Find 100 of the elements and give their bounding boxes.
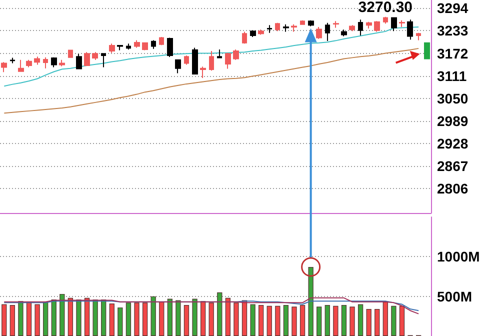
candlestick (142, 42, 148, 51)
candlestick (18, 59, 24, 72)
y-tick-label: 3294 (437, 0, 468, 16)
candlestick (399, 20, 405, 28)
bar (76, 300, 82, 336)
bar (341, 305, 347, 336)
bar (217, 292, 222, 336)
bar (184, 305, 190, 336)
bar (192, 298, 198, 336)
candlestick (250, 30, 256, 38)
bar (316, 306, 322, 336)
y-tick-label: 2989 (437, 112, 468, 129)
candlestick (217, 49, 222, 59)
candlestick (84, 52, 90, 66)
y-tick-label: 2928 (437, 135, 468, 152)
candlestick (300, 20, 305, 26)
bar (26, 302, 32, 336)
bar (382, 302, 388, 336)
y-tick-label: 1000M (437, 248, 480, 265)
bar (358, 304, 364, 336)
candlestick (366, 21, 372, 29)
bar (374, 309, 380, 336)
bar (333, 306, 338, 336)
y-tick-label: 2867 (437, 158, 468, 174)
candlestick (1, 62, 7, 73)
y-tick-label: 500M (437, 288, 472, 304)
y-tick-label: 3233 (437, 22, 468, 39)
candlestick (341, 29, 347, 37)
candlestick (109, 43, 115, 54)
candlestick (43, 56, 48, 69)
candlestick (416, 32, 421, 41)
candlestick (233, 49, 239, 60)
candlestick (242, 31, 247, 44)
candlestick (275, 22, 280, 32)
bar (176, 300, 181, 336)
bar (308, 266, 314, 336)
candlestick (151, 40, 156, 50)
candlestick (184, 54, 189, 66)
line-series (4, 48, 420, 114)
bar (266, 306, 272, 336)
candlestick (200, 66, 206, 79)
bar (51, 300, 56, 336)
candlestick (192, 47, 198, 74)
bar (2, 304, 7, 336)
candlestick (209, 50, 214, 72)
bar (142, 302, 148, 336)
candlestick (159, 36, 164, 46)
bar (68, 298, 74, 336)
bar (283, 305, 289, 336)
y-tick-label: 3172 (437, 45, 468, 62)
candlestick (101, 52, 106, 68)
bar (292, 306, 297, 336)
candlestick (267, 24, 272, 34)
candlestick (358, 19, 363, 36)
bar (242, 300, 248, 336)
candlestick (76, 53, 82, 70)
bar (391, 306, 396, 336)
bar (167, 298, 172, 336)
bar (350, 306, 355, 336)
candlestick (225, 52, 231, 70)
candlestick (134, 40, 140, 48)
candlestick (316, 26, 322, 40)
candlestick (407, 19, 413, 40)
candlestick (308, 20, 314, 27)
candlestick (258, 29, 264, 36)
bar (126, 302, 132, 336)
bar (200, 301, 206, 336)
candlestick (26, 59, 32, 68)
annotation: 3270.30 (358, 0, 413, 16)
bar (234, 302, 239, 336)
candlestick (92, 52, 98, 60)
candlestick (333, 20, 339, 28)
bar (34, 304, 40, 336)
candlestick (291, 24, 297, 32)
candlestick (51, 56, 57, 68)
candlestick (325, 22, 330, 42)
candlestick (68, 49, 73, 58)
candlestick (383, 16, 388, 24)
candlestick (424, 42, 430, 60)
candlestick (117, 44, 123, 51)
bar (225, 298, 230, 336)
candlestick (374, 20, 380, 32)
y-tick-label: 3111 (437, 68, 467, 84)
candlestick (167, 37, 173, 58)
line-series (4, 297, 420, 314)
bar (134, 302, 140, 336)
bar (84, 298, 90, 336)
bar (324, 305, 330, 336)
candlestick (175, 59, 181, 74)
candlestick (10, 57, 15, 64)
bar (18, 301, 24, 336)
bar (258, 305, 264, 336)
bar (275, 306, 280, 336)
candlestick (391, 16, 397, 32)
y-tick-label: 2806 (437, 180, 468, 197)
y-tick-label: 3050 (437, 90, 468, 106)
candlestick (349, 24, 355, 32)
bar (300, 305, 306, 336)
bar (43, 302, 48, 336)
candlestick (126, 43, 131, 50)
